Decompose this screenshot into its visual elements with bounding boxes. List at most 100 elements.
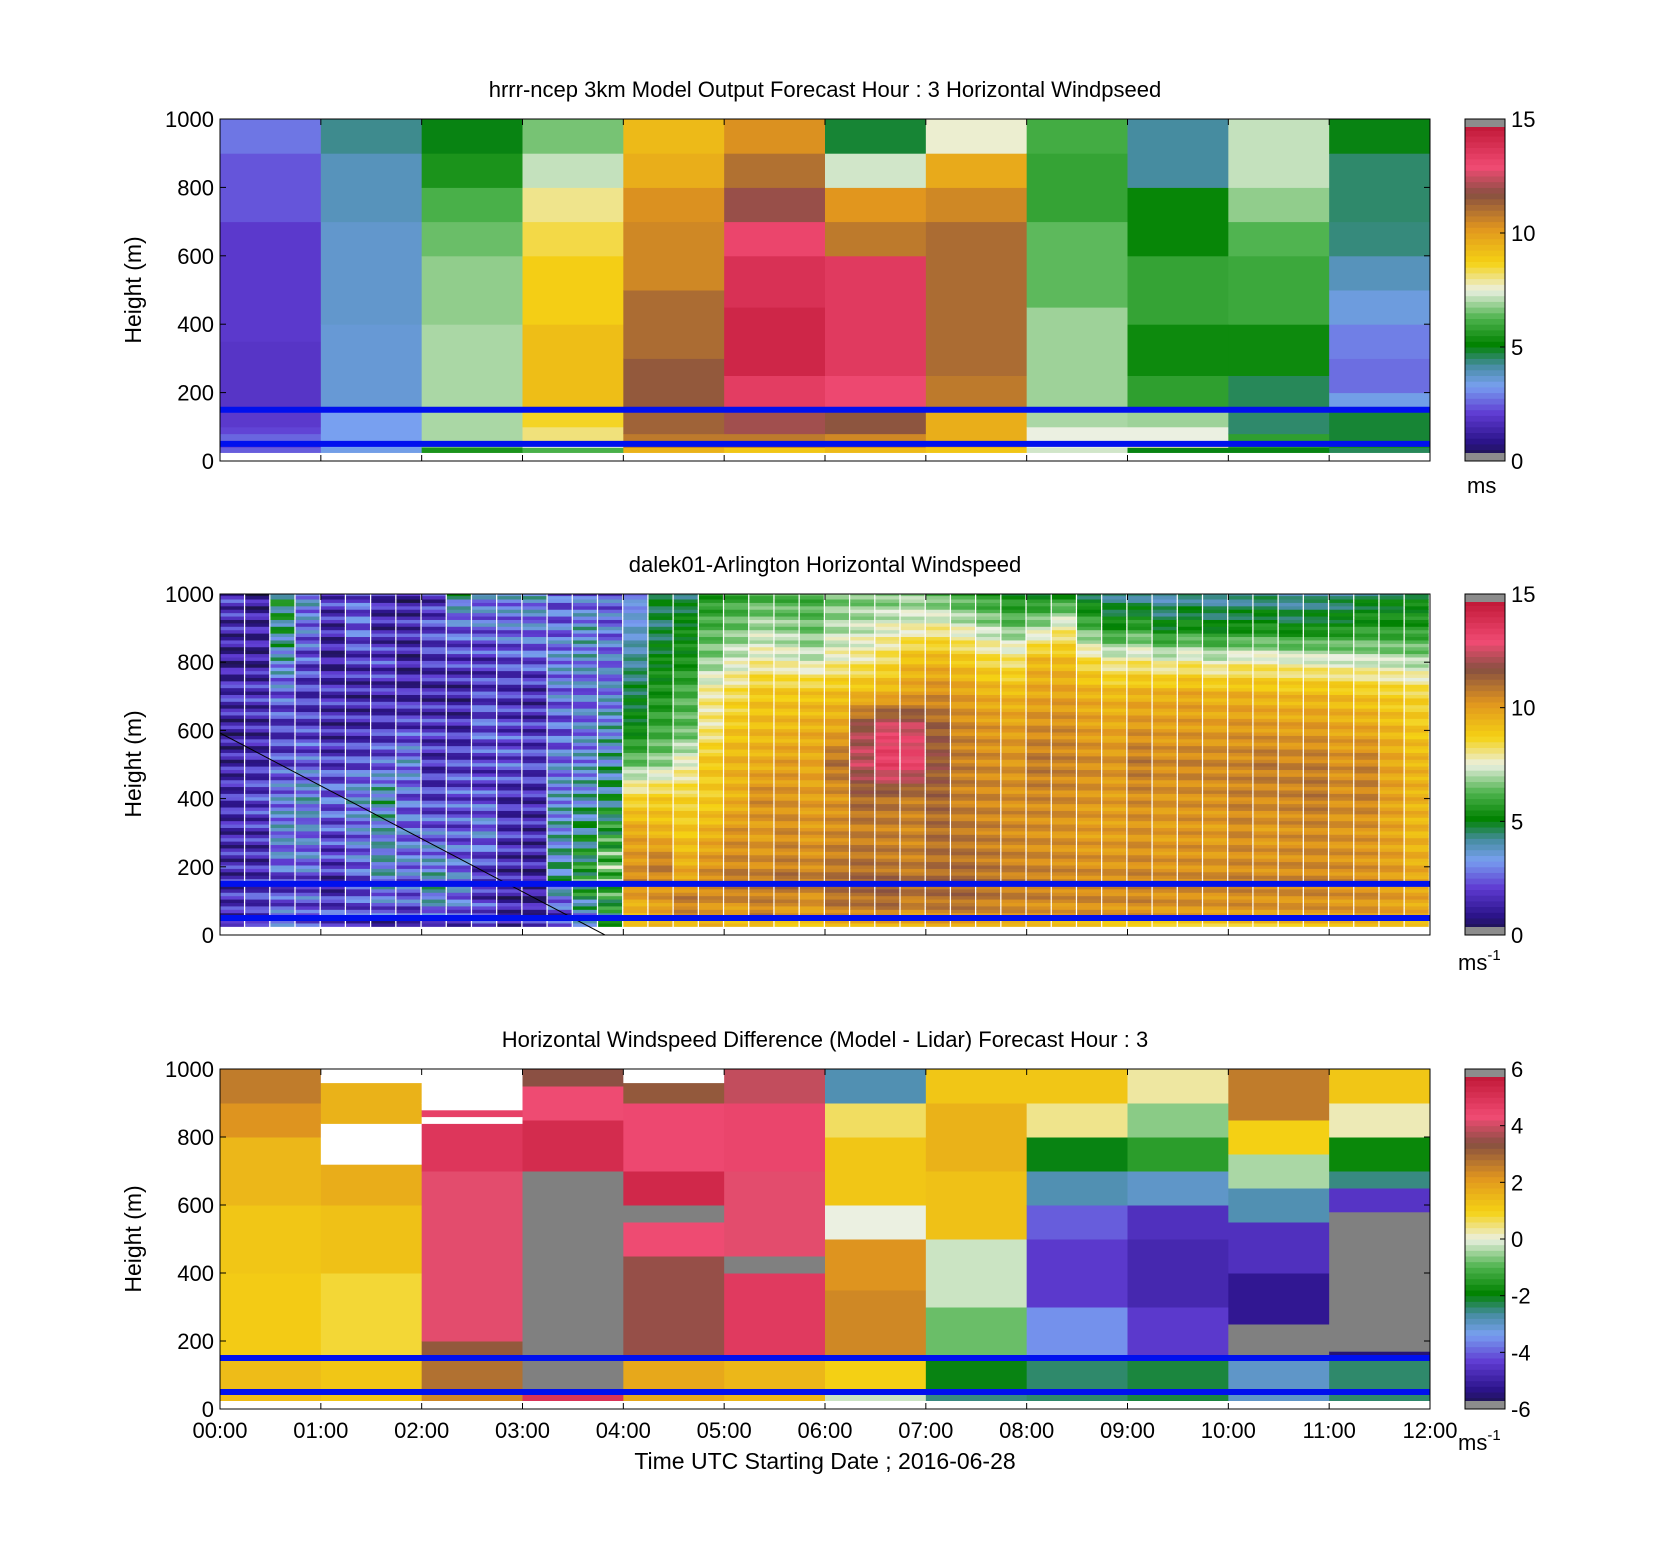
heatmap-cell (825, 674, 849, 678)
heatmap-cell (1303, 919, 1328, 924)
heatmap-cell (245, 725, 270, 730)
heatmap-cell (1253, 885, 1278, 890)
heatmap-cell (1278, 813, 1303, 818)
heatmap-cell (245, 594, 270, 597)
heatmap-cell (522, 677, 547, 682)
heatmap-cell (446, 629, 471, 634)
heatmap-cell (900, 895, 925, 900)
heatmap-cell (371, 650, 396, 655)
heatmap-cell (1152, 827, 1177, 832)
heatmap-cell (1051, 892, 1076, 897)
heatmap-cell (1152, 691, 1177, 695)
heatmap-cell (346, 827, 370, 832)
heatmap-cell (346, 790, 370, 794)
heatmap-cell (976, 650, 1001, 655)
heatmap-cell (1404, 773, 1429, 777)
heatmap-cell (925, 885, 950, 890)
heatmap-cell (220, 861, 244, 866)
heatmap-cell (623, 290, 725, 359)
heatmap-cell (850, 861, 875, 866)
heatmap-cell (446, 643, 471, 648)
heatmap-cell (648, 837, 673, 842)
heatmap-cell (698, 837, 723, 842)
heatmap-cell (1203, 793, 1228, 798)
heatmap-cell (1253, 766, 1278, 771)
heatmap-cell (673, 865, 698, 869)
heatmap-cell (1102, 684, 1127, 689)
heatmap-cell (799, 745, 824, 750)
heatmap-cell (220, 830, 244, 835)
heatmap-cell (371, 861, 396, 866)
heatmap-cell (270, 619, 295, 624)
heatmap-cell (220, 153, 322, 223)
heatmap-cell (270, 793, 295, 798)
heatmap-cell (346, 868, 370, 873)
heatmap-cell (648, 643, 673, 648)
heatmap-cell (1354, 594, 1379, 597)
heatmap-cell (724, 759, 749, 764)
heatmap-cell (1001, 691, 1026, 695)
heatmap-cell (1152, 906, 1177, 910)
heatmap-cell (371, 663, 396, 668)
heatmap-cell (1228, 912, 1253, 917)
heatmap-cell (648, 817, 673, 822)
heatmap-cell (749, 752, 774, 757)
heatmap-cell (598, 732, 623, 736)
heatmap-cell (724, 745, 749, 750)
y-tick-label: 400 (177, 312, 214, 337)
heatmap-cell (598, 851, 623, 856)
heatmap-cell (1329, 698, 1354, 702)
heatmap-cell (522, 745, 547, 750)
heatmap-cell (1354, 820, 1379, 825)
heatmap-cell (698, 646, 723, 651)
heatmap-cell (1404, 721, 1429, 726)
heatmap-cell (1404, 619, 1429, 624)
heatmap-cell (1278, 701, 1303, 706)
heatmap-cell (623, 803, 648, 808)
heatmap-cell (749, 667, 774, 672)
heatmap-cell (547, 919, 572, 924)
heatmap-cell (673, 766, 698, 771)
heatmap-cell (346, 779, 370, 784)
heatmap-cell (1303, 609, 1328, 614)
heatmap-cell (1404, 755, 1429, 760)
heatmap-cell (925, 698, 950, 702)
heatmap-cell (598, 694, 623, 699)
heatmap-cell (522, 636, 547, 641)
heatmap-cell (1329, 290, 1430, 325)
heatmap-cell (497, 622, 522, 627)
heatmap-cell (1026, 612, 1051, 617)
heatmap-cell (1278, 837, 1303, 842)
heatmap-cell (572, 599, 597, 603)
heatmap-cell (774, 650, 799, 655)
heatmap-cell (396, 728, 421, 733)
heatmap-cell (1077, 759, 1102, 764)
heatmap-cell (875, 820, 900, 825)
heatmap-cell (270, 817, 295, 822)
heatmap-cell (799, 844, 824, 849)
heatmap-cell (1051, 841, 1076, 846)
heatmap-cell (522, 704, 547, 709)
heatmap-cell (900, 594, 925, 597)
heatmap-cell (1127, 769, 1152, 774)
heatmap-cell (749, 612, 774, 617)
heatmap-cell (1177, 776, 1202, 781)
heatmap-cell (1303, 830, 1328, 835)
heatmap-cell (1253, 622, 1278, 627)
heatmap-cell (1379, 742, 1404, 747)
heatmap-cell (572, 899, 597, 904)
heatmap-cell (1177, 749, 1202, 753)
heatmap-cell (446, 626, 471, 631)
heatmap-cell (673, 738, 698, 743)
heatmap-cell (1026, 595, 1051, 600)
heatmap-cell (446, 827, 471, 832)
heatmap-cell (522, 752, 547, 757)
heatmap-cell (346, 643, 370, 648)
heatmap-cell (1001, 595, 1026, 600)
heatmap-cell (1228, 594, 1253, 597)
heatmap-cell (976, 680, 1001, 685)
heatmap-cell (572, 841, 597, 846)
colorbar-segment (1465, 210, 1505, 217)
heatmap-cell (270, 595, 295, 600)
heatmap-cell (648, 820, 673, 825)
